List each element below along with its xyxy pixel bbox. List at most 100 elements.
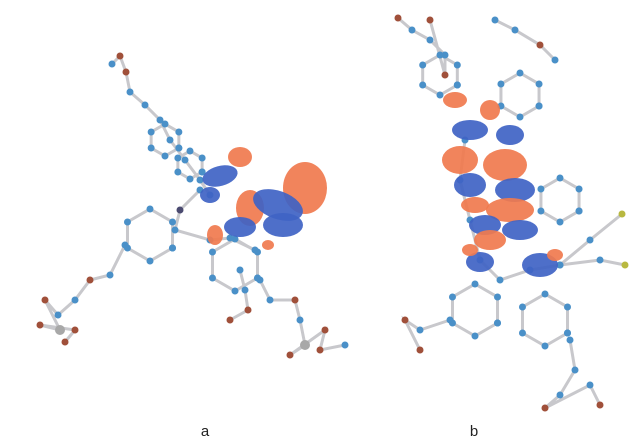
atom [492,17,499,24]
atom [209,275,216,282]
atom [227,317,234,324]
atom [454,82,461,89]
orbital-lobe [442,146,478,174]
atom [142,102,149,109]
atom [162,121,169,128]
atom [587,237,594,244]
panel-label: a [201,423,210,440]
atom [72,327,79,334]
atom [409,27,416,34]
orbital-lobe [496,125,524,145]
orbital-lobe [207,225,223,245]
atom [402,317,409,324]
atom [174,155,181,162]
atom [449,294,456,301]
atom [147,206,154,213]
bond [40,245,125,342]
atom [162,153,169,160]
atom [567,337,574,344]
atom [199,155,206,162]
atom [287,352,294,359]
atom [109,61,116,68]
figure: a b [0,0,631,441]
atom [597,257,604,264]
atom [182,157,189,164]
bond [541,178,579,222]
atom [542,343,549,350]
bond [560,260,625,265]
atom [576,208,583,215]
atom [169,245,176,252]
bond [495,20,555,60]
atom [317,347,324,354]
panel-label: b [470,423,478,440]
atom [177,207,184,214]
orbital-lobe [483,149,527,181]
atom [187,176,194,183]
atom [497,277,504,284]
bond [127,209,172,261]
atom [209,249,216,256]
atom [124,219,131,226]
atom [622,262,629,269]
bond [522,294,567,346]
atom [175,129,182,136]
atom [267,297,274,304]
atom [292,297,299,304]
atom [252,247,259,254]
atom [169,219,176,226]
atom [417,327,424,334]
atom [245,307,252,314]
atom [237,267,244,274]
atom [552,57,559,64]
atom [572,367,579,374]
atom [557,392,564,399]
atom [107,272,114,279]
atom [148,129,155,136]
atom [117,53,124,60]
atom [537,42,544,49]
atom [454,62,461,69]
atom [536,81,543,88]
orbital-lobe [454,173,486,197]
atom [417,347,424,354]
atom [542,291,549,298]
orbital-lobe [263,213,303,237]
atom [564,330,571,337]
atom [72,297,79,304]
atom [564,304,571,311]
atom [62,339,69,346]
orbital-lobe [224,217,256,237]
atom [419,62,426,69]
atom [557,219,564,226]
atom [148,145,155,152]
atom [187,148,194,155]
atom [557,175,564,182]
atom [167,137,174,144]
orbital-lobe [262,240,274,250]
orbital-lobe [547,249,563,261]
atom [519,330,526,337]
atom [597,402,604,409]
orbital-lobe [452,120,488,140]
atom [395,15,402,22]
atom [172,227,179,234]
atom [576,186,583,193]
orbital-lobe [461,197,489,213]
atom [427,37,434,44]
atom [55,312,62,319]
atom [537,186,544,193]
orbital-lobe [200,187,220,203]
atom [175,145,182,152]
atom [519,304,526,311]
atom [42,297,49,304]
atom [174,169,181,176]
orbital-lobe [228,147,252,167]
atom [427,17,434,24]
atom [257,277,264,284]
atom [342,342,349,349]
orbital-lobe [474,230,506,250]
atom [619,211,626,218]
orbital-lobe [480,100,500,120]
atom [494,294,501,301]
